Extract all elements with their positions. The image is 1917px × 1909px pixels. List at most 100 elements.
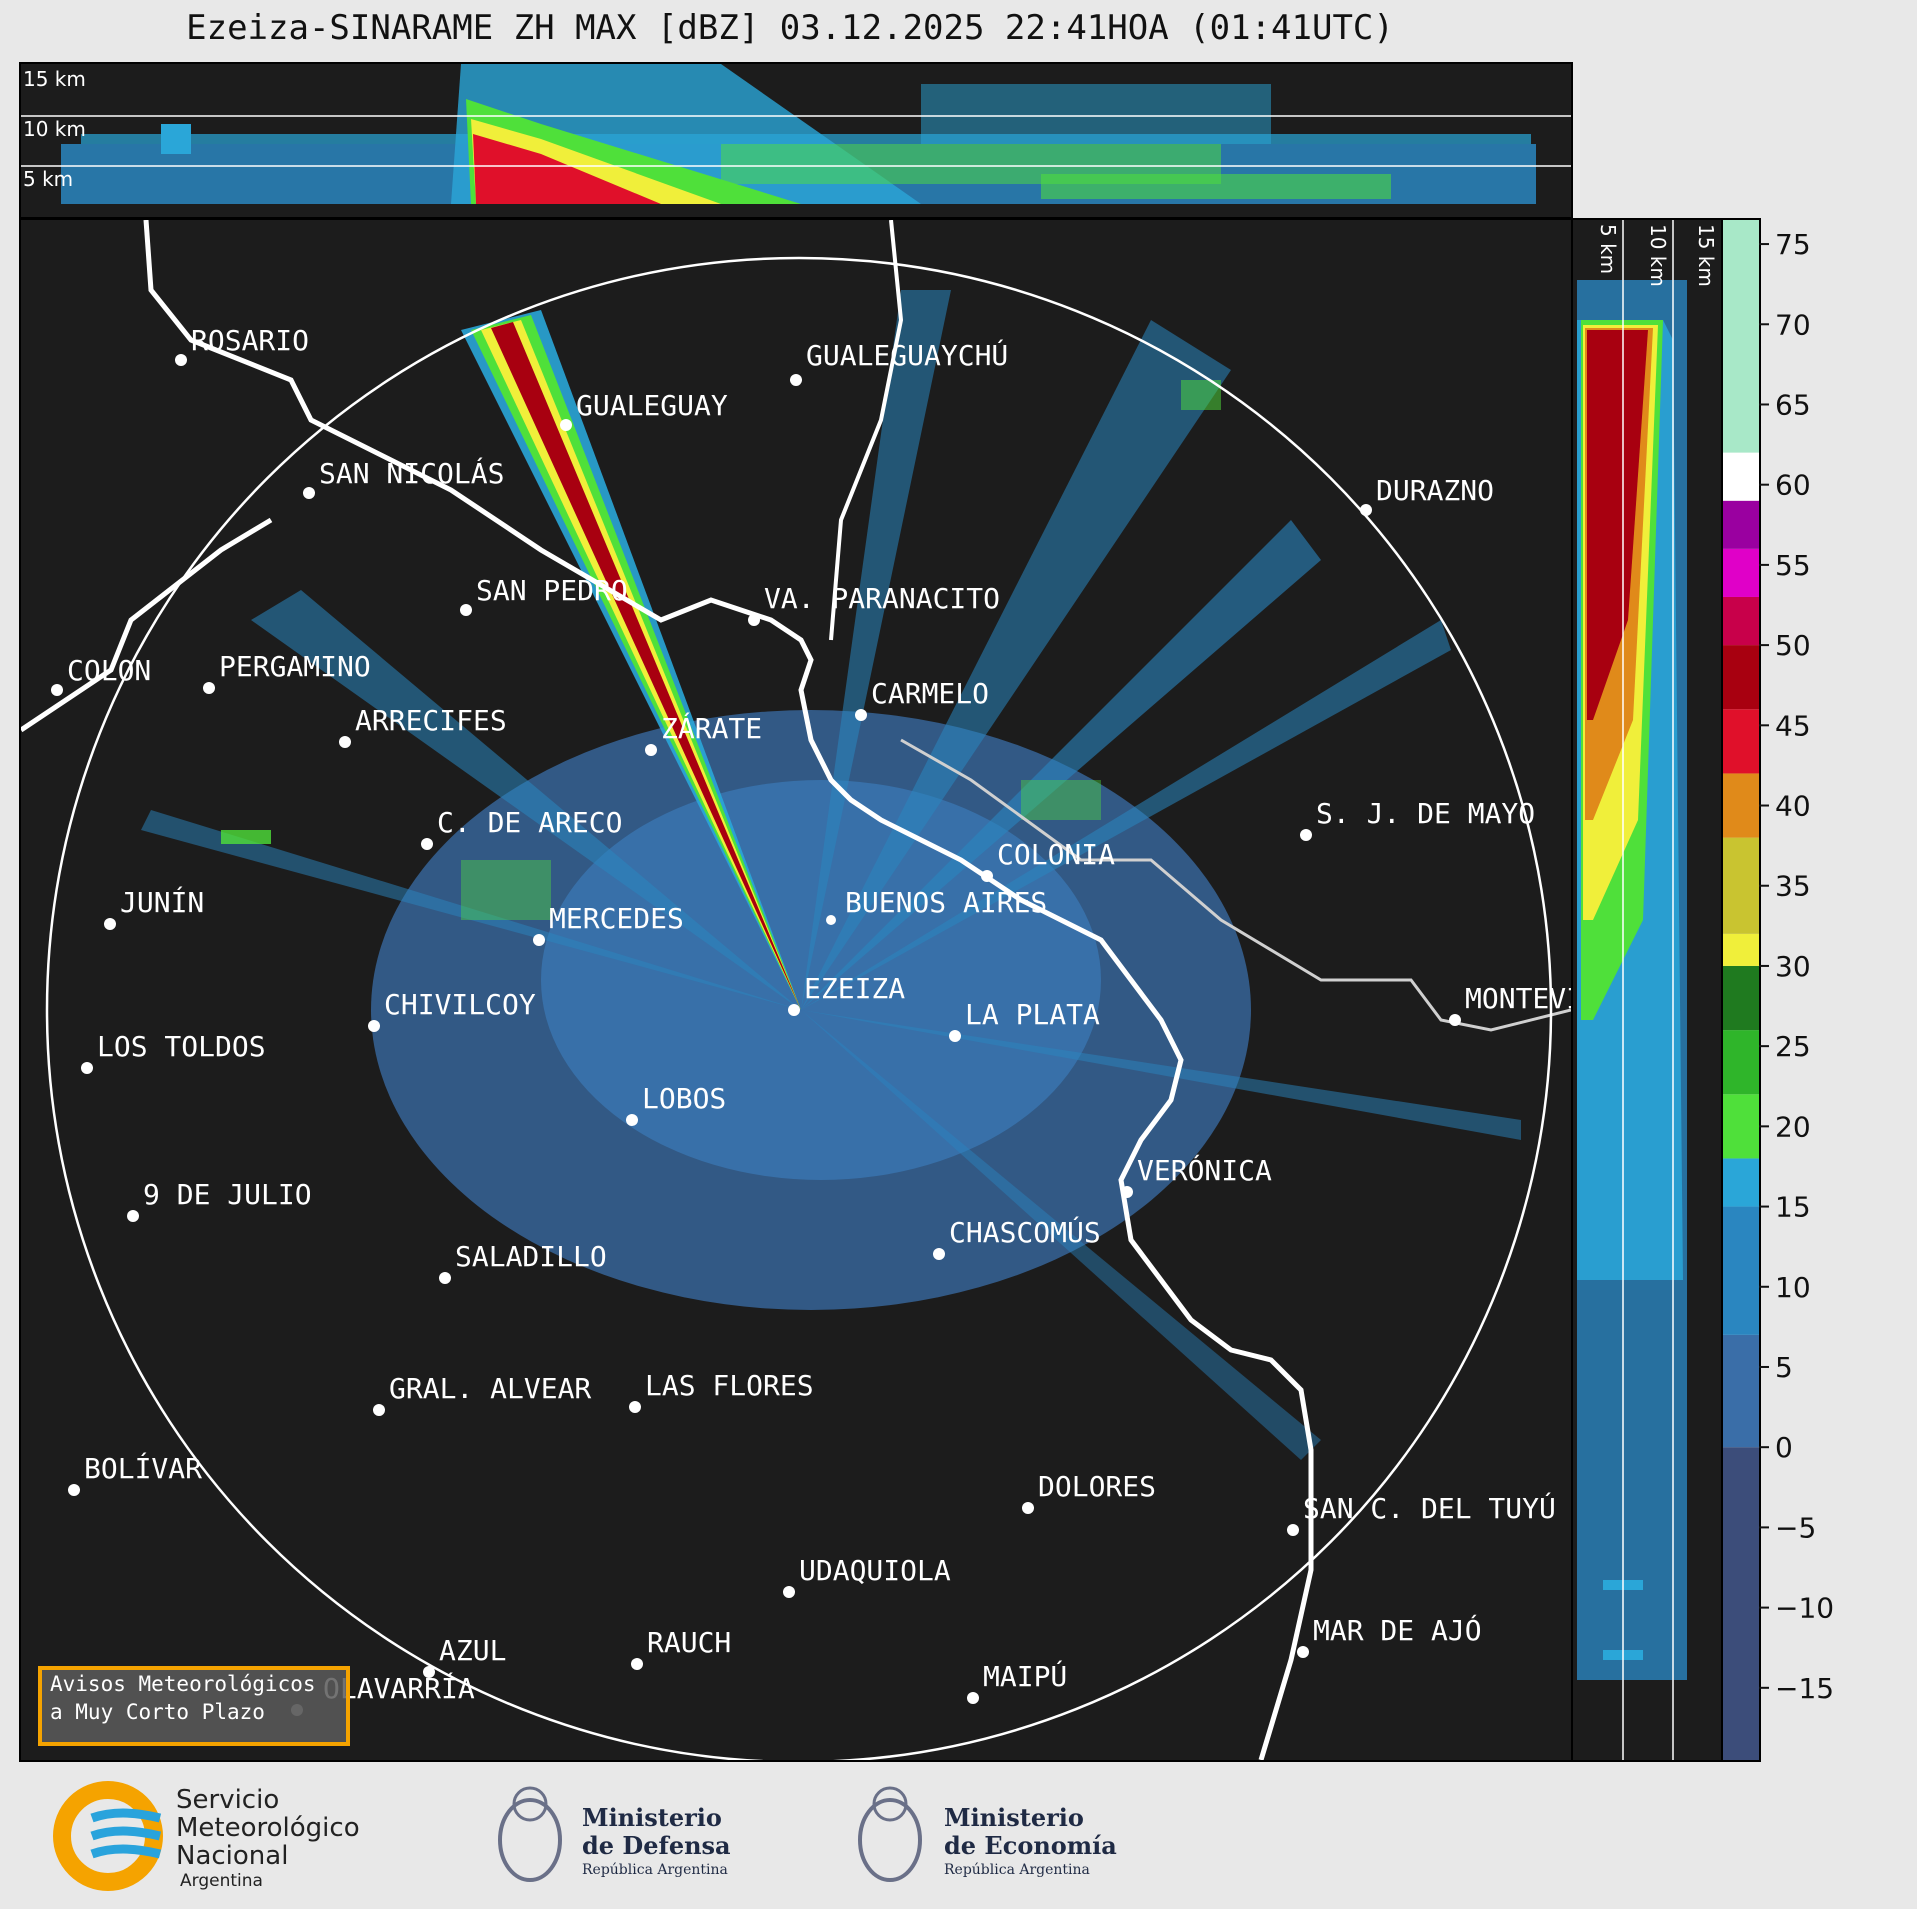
colorbar-band	[1723, 965, 1759, 1031]
economia-logo: Ministerio de Economía República Argenti…	[858, 1786, 1117, 1882]
city-label: AZUL	[439, 1634, 506, 1667]
defensa-line: Ministerio	[582, 1803, 722, 1832]
colorbar-band	[1723, 1206, 1759, 1335]
radar-map-svg: ROSARIO GUALEGUAYCHÚ GUALEGUAY SAN NICOL…	[21, 220, 1571, 1760]
economia-sub: República Argentina	[944, 1862, 1090, 1878]
altitude-label: 10 km	[1646, 224, 1670, 287]
aviso-button[interactable]: Avisos Meteorológicos a Muy Corto Plazo	[38, 1666, 350, 1746]
radar-map[interactable]: ROSARIO GUALEGUAYCHÚ GUALEGUAY SAN NICOL…	[19, 218, 1573, 1762]
colorbar-tick-label: 60	[1775, 469, 1811, 502]
colorbar-tick-label: 45	[1775, 709, 1811, 742]
smn-country: Argentina	[180, 1871, 263, 1891]
footer: Servicio Meteorológico Nacional Argentin…	[0, 1768, 1917, 1909]
side-cross-section: 5 km 10 km 15 km	[1571, 218, 1723, 1762]
city-label: BUENOS AIRES	[845, 886, 1047, 919]
city-label: EZEIZA	[804, 972, 905, 1005]
city-label: GRAL. ALVEAR	[389, 1372, 591, 1405]
city-label: ARRECIFES	[355, 704, 507, 737]
aviso-line-1: Avisos Meteorológicos	[50, 1672, 316, 1696]
colorbar-tick-label: 55	[1775, 549, 1811, 582]
colorbar-tick-label: 0	[1775, 1431, 1793, 1464]
colorbar-tick-label: 65	[1775, 388, 1811, 421]
city-label: SAN C. DEL TUYÚ	[1303, 1491, 1556, 1525]
colorbar-band	[1723, 1334, 1759, 1448]
colorbar-tick-label: 15	[1775, 1191, 1811, 1224]
economia-line: Ministerio	[944, 1803, 1084, 1832]
smn-name-line: Meteorológico	[176, 1813, 360, 1843]
colorbar-band	[1723, 773, 1759, 838]
city-label: DURAZNO	[1376, 474, 1494, 507]
colorbar-tick-label: −15	[1775, 1672, 1834, 1705]
colorbar-tick-label: 20	[1775, 1110, 1811, 1143]
city-label: GUALEGUAY	[576, 389, 728, 422]
top-cross-section: 15 km 10 km 5 km	[19, 62, 1573, 219]
city-label: VERÓNICA	[1137, 1153, 1272, 1187]
side-cross-section-svg: 5 km 10 km 15 km	[1577, 220, 1718, 1760]
colorbar-band	[1723, 709, 1759, 774]
altitude-label: 10 km	[23, 117, 86, 141]
colorbar-tick-label: 35	[1775, 870, 1811, 903]
city-label: JUNÍN	[120, 885, 204, 919]
city-label: ZÁRATE	[661, 711, 762, 745]
city-label: BOLÍVAR	[84, 1451, 202, 1485]
chart-title: Ezeiza-SINARAME ZH MAX [dBZ] 03.12.2025 …	[186, 8, 1394, 48]
smn-logo: Servicio Meteorológico Nacional Argentin…	[53, 1781, 360, 1891]
defensa-logo: Ministerio de Defensa República Argentin…	[498, 1786, 731, 1882]
colorbar-tick-label: −5	[1775, 1511, 1816, 1544]
colorbar-svg	[1723, 220, 1759, 1760]
city-label: VA. PARANACITO	[764, 582, 1000, 615]
colorbar-band	[1723, 220, 1759, 453]
city-label: SAN PEDRO	[476, 574, 628, 607]
city-label: C. DE ARECO	[437, 806, 622, 839]
aviso-line-2: a Muy Corto Plazo	[50, 1700, 265, 1724]
altitude-label: 15 km	[1694, 224, 1718, 287]
city-label: MERCEDES	[549, 902, 684, 935]
city-label: MAIPÚ	[983, 1659, 1067, 1693]
top-cross-section-svg: 15 km 10 km 5 km	[21, 64, 1571, 204]
colorbar-tick-label: −10	[1775, 1592, 1834, 1625]
altitude-label: 5 km	[23, 167, 73, 191]
altitude-label: 15 km	[23, 67, 86, 91]
colorbar-tick-label: 5	[1775, 1351, 1793, 1384]
city-label: LAS FLORES	[645, 1369, 814, 1402]
colorbar-band	[1723, 1030, 1759, 1095]
city-label: 9 DE JULIO	[143, 1178, 312, 1211]
city-label: LOS TOLDOS	[97, 1030, 266, 1063]
colorbar-band	[1723, 837, 1759, 934]
city-label: ROSARIO	[191, 324, 309, 357]
defensa-line: de Defensa	[582, 1831, 731, 1860]
colorbar-tick-label: 25	[1775, 1030, 1811, 1063]
colorbar-band	[1723, 596, 1759, 646]
colorbar	[1721, 218, 1761, 1762]
colorbar-tick-label: 70	[1775, 308, 1811, 341]
city-label: MONTEVIDEO	[1465, 982, 1571, 1015]
colorbar-band	[1723, 645, 1759, 710]
city-label: LOBOS	[642, 1082, 726, 1115]
city-label: SALADILLO	[455, 1240, 607, 1273]
colorbar-tick-label: 10	[1775, 1271, 1811, 1304]
city-label: CHASCOMÚS	[949, 1215, 1101, 1249]
colorbar-band	[1723, 933, 1759, 966]
colorbar-tick-label: 75	[1775, 228, 1811, 261]
colorbar-tick-label: 40	[1775, 790, 1811, 823]
colorbar-tick-label: 30	[1775, 950, 1811, 983]
city-label: COLON	[67, 654, 151, 687]
city-label: SAN NICOLÁS	[319, 456, 504, 490]
colorbar-tick-label: 50	[1775, 629, 1811, 662]
footer-svg: Servicio Meteorológico Nacional Argentin…	[53, 1781, 1117, 1891]
colorbar-band	[1723, 548, 1759, 597]
city-label: DOLORES	[1038, 1470, 1156, 1503]
city-label: UDAQUIOLA	[799, 1554, 951, 1587]
colorbar-band	[1723, 1158, 1759, 1207]
altitude-label: 5 km	[1596, 224, 1620, 274]
economia-line: de Economía	[944, 1831, 1117, 1860]
city-label: RAUCH	[647, 1626, 731, 1659]
colorbar-band	[1723, 1094, 1759, 1159]
city-markers: ROSARIO GUALEGUAYCHÚ GUALEGUAY SAN NICOL…	[51, 324, 1571, 1716]
city-label: GUALEGUAYCHÚ	[806, 338, 1008, 372]
colorbar-band	[1723, 452, 1759, 501]
range-ring	[45, 256, 1553, 1760]
reflectivity-beam	[461, 310, 801, 1010]
city-label: COLONIA	[997, 838, 1115, 871]
city-label: S. J. DE MAYO	[1316, 797, 1535, 830]
